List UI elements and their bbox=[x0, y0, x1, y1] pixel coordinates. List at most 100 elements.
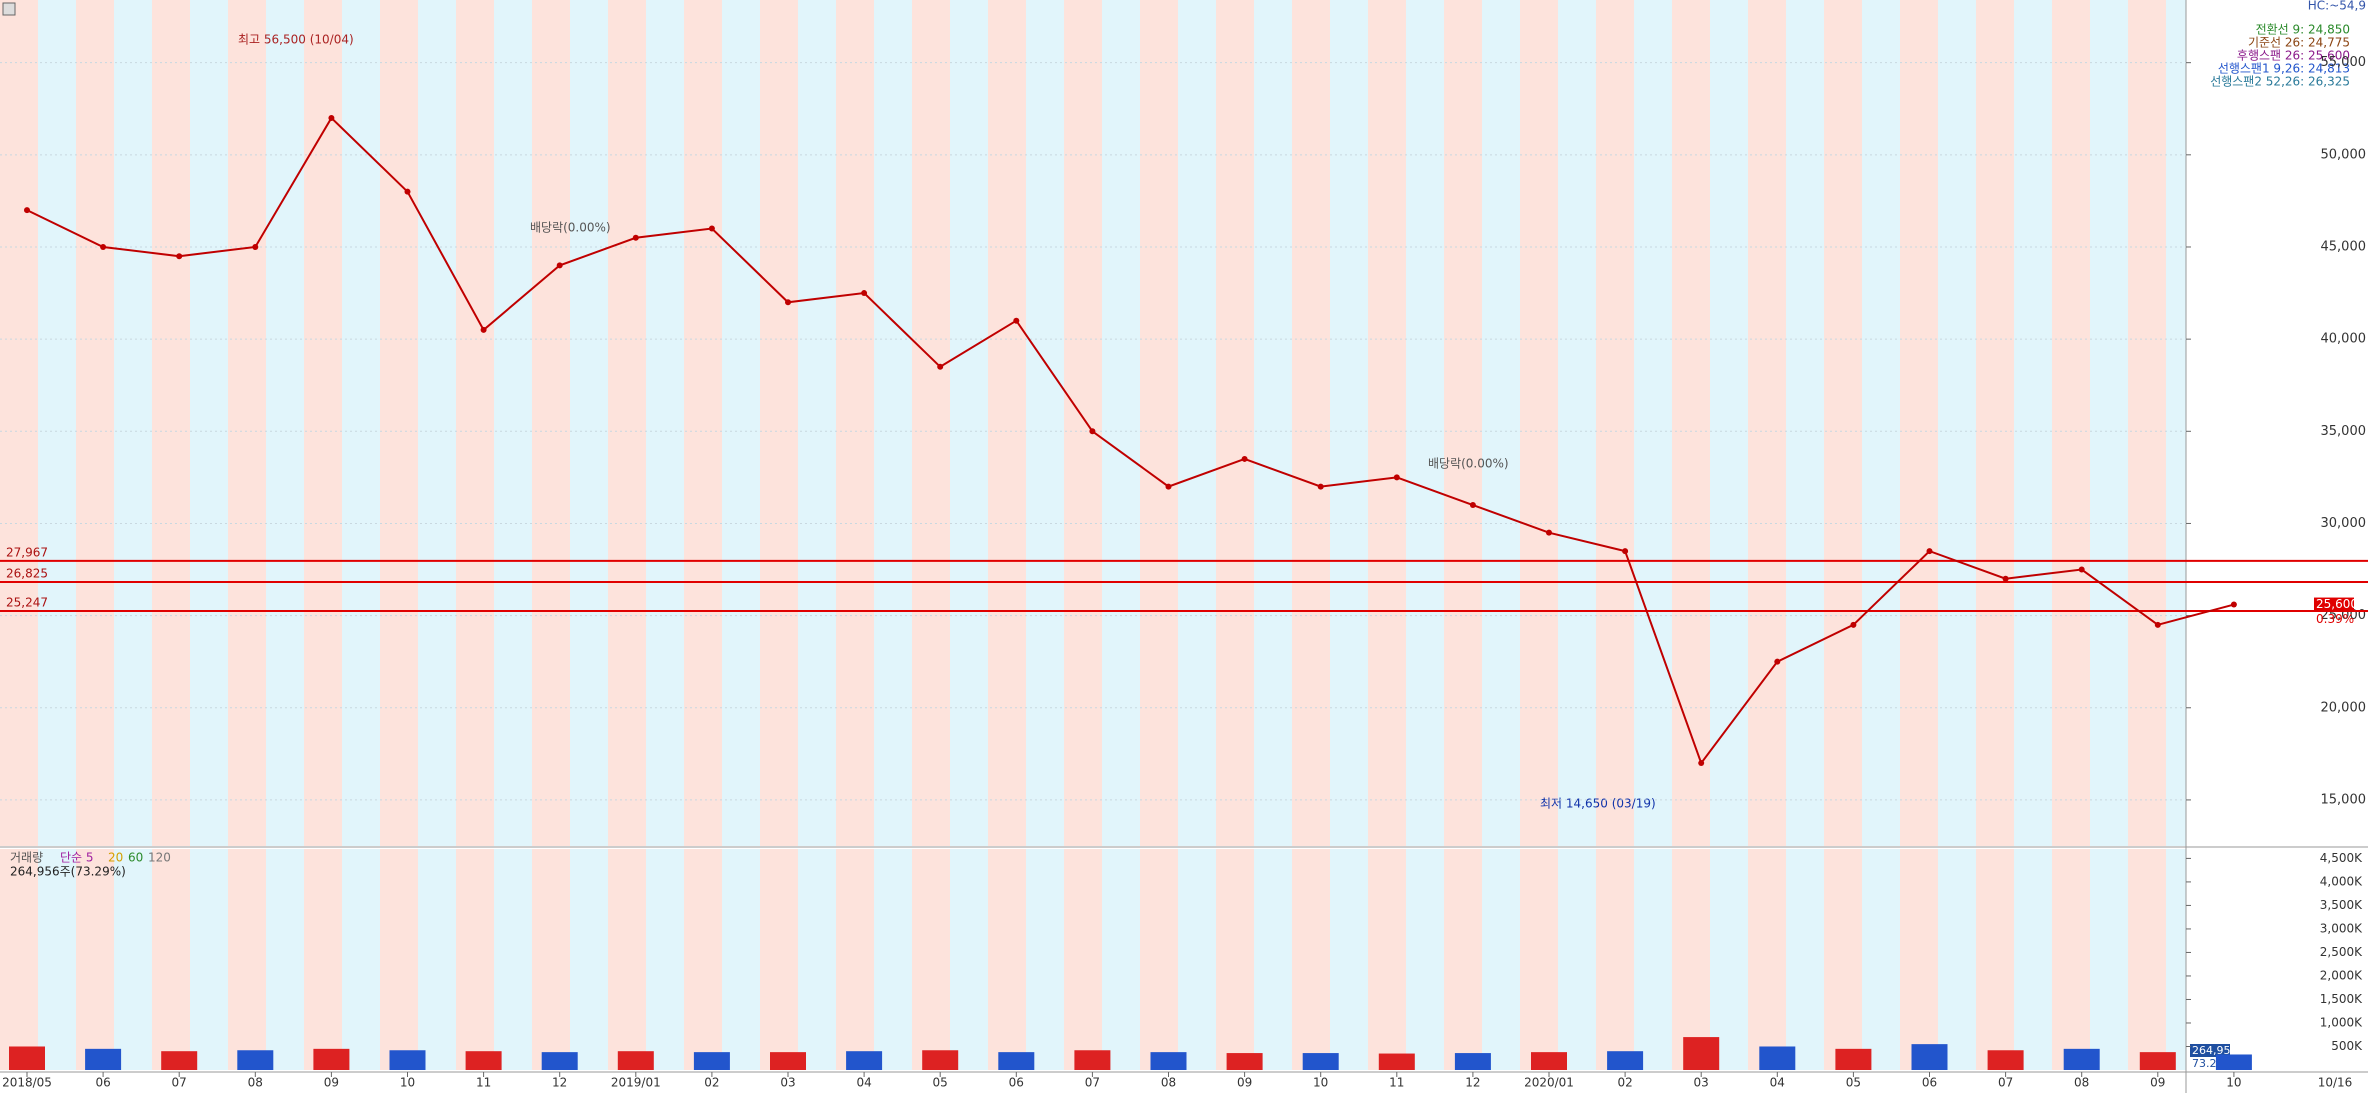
volume-bar bbox=[2139, 1052, 2176, 1070]
x-tick-label: 04 bbox=[1770, 1076, 1785, 1090]
dividend-annotation: 배당락(0.00%) bbox=[530, 221, 611, 235]
volume-tick-label: 3,500K bbox=[2320, 898, 2363, 912]
x-tick-label: 09 bbox=[1237, 1076, 1252, 1090]
x-tick-label: 02 bbox=[1617, 1076, 1632, 1090]
volume-bar bbox=[465, 1051, 502, 1070]
x-tick-label: 10 bbox=[2226, 1076, 2241, 1090]
x-tick-label: 08 bbox=[248, 1076, 263, 1090]
volume-legend: 거래량 bbox=[10, 851, 43, 865]
last-date: 10/16 bbox=[2318, 1076, 2353, 1090]
y-tick-label: 15,000 bbox=[2321, 792, 2367, 807]
volume-bar bbox=[1378, 1053, 1415, 1070]
volume-bar bbox=[770, 1052, 806, 1070]
price-point bbox=[1774, 658, 1781, 665]
price-line bbox=[26, 116, 2235, 766]
volume-legend: 20 bbox=[108, 851, 123, 865]
price-point bbox=[1926, 548, 1933, 555]
price-point bbox=[708, 225, 715, 232]
indicator: 선행스팬1 9,26: 24,813 bbox=[2218, 61, 2350, 76]
volume-bar bbox=[1074, 1050, 1111, 1070]
volume-bar bbox=[1683, 1037, 1720, 1070]
volume-bar bbox=[1454, 1053, 1491, 1070]
x-tick-label: 04 bbox=[856, 1076, 871, 1090]
y-tick-label: 35,000 bbox=[2321, 424, 2367, 439]
volume-tick-label: 4,000K bbox=[2320, 874, 2363, 888]
menu-icon[interactable] bbox=[2, 2, 16, 16]
x-tick-label: 12 bbox=[552, 1076, 567, 1090]
price-point bbox=[404, 188, 411, 195]
price-point bbox=[1622, 548, 1629, 555]
volume-bar bbox=[2063, 1048, 2100, 1070]
price-point bbox=[785, 299, 791, 306]
price-point bbox=[632, 234, 639, 241]
volume-info: 264,956주(73.29%) bbox=[10, 865, 126, 879]
volume-bar bbox=[617, 1051, 654, 1070]
indicator: 후행스팬 26: 25,600 bbox=[2237, 48, 2350, 63]
price-point bbox=[1469, 502, 1476, 509]
price-point bbox=[937, 363, 944, 370]
background bbox=[0, 849, 2186, 1070]
x-tick-label: 10 bbox=[1313, 1076, 1328, 1090]
price-point bbox=[1241, 455, 1248, 462]
x-tick-label: 08 bbox=[2074, 1076, 2089, 1090]
volume-bar bbox=[1835, 1048, 1872, 1070]
price-point bbox=[2230, 601, 2237, 608]
x-tick-label: 07 bbox=[1085, 1076, 1100, 1090]
dividend-annotation: 배당락(0.00%) bbox=[1428, 457, 1509, 471]
x-tick-label: 09 bbox=[324, 1076, 339, 1090]
price-change: 0.39% bbox=[2316, 612, 2354, 626]
level-label: 26,825 bbox=[6, 566, 48, 580]
volume-tick-label: 4,500K bbox=[2320, 851, 2363, 865]
price-point bbox=[1546, 529, 1552, 536]
x-tick-label: 03 bbox=[1694, 1076, 1709, 1090]
x-tick-label: 03 bbox=[780, 1076, 795, 1090]
price-point bbox=[556, 262, 563, 269]
volume-tick-label: 2,500K bbox=[2320, 945, 2363, 959]
price-point bbox=[176, 253, 183, 260]
volume-bar bbox=[1911, 1044, 1948, 1070]
x-tick-label: 08 bbox=[1161, 1076, 1176, 1090]
volume-tick-label: 500K bbox=[2331, 1039, 2363, 1053]
price-point bbox=[1393, 474, 1400, 481]
x-tick-label: 07 bbox=[172, 1076, 187, 1090]
current-price: 25,600 bbox=[2316, 597, 2358, 611]
price-point bbox=[861, 290, 868, 297]
price-point bbox=[2078, 566, 2085, 573]
price-point bbox=[2002, 575, 2009, 582]
x-tick-label: 06 bbox=[1922, 1076, 1937, 1090]
price-point bbox=[1089, 428, 1096, 435]
volume-bar bbox=[693, 1052, 730, 1070]
x-tick-label: 06 bbox=[1009, 1076, 1024, 1090]
volume-bar bbox=[1607, 1051, 1644, 1070]
volume-legend: 단순 5 bbox=[60, 851, 94, 865]
volume-tick-label: 2,000K bbox=[2320, 968, 2363, 982]
volume-bar bbox=[389, 1050, 426, 1070]
volume-bar bbox=[998, 1052, 1035, 1070]
volume-legend: 120 bbox=[148, 851, 171, 865]
price-point bbox=[24, 207, 30, 214]
price-point bbox=[100, 243, 107, 250]
volume-last: 264,956 bbox=[2192, 1044, 2238, 1057]
y-tick-label: 30,000 bbox=[2321, 516, 2367, 531]
price-point bbox=[1165, 483, 1172, 490]
y-tick-label: 40,000 bbox=[2321, 332, 2367, 347]
price-point bbox=[1850, 621, 1857, 628]
volume-bar bbox=[85, 1048, 122, 1070]
level-label: 27,967 bbox=[6, 545, 48, 559]
volume-tick-label: 1,000K bbox=[2320, 1015, 2363, 1029]
high-annotation: 최고 56,500 (10/04) bbox=[238, 33, 354, 47]
volume-bar bbox=[161, 1051, 198, 1070]
indicator: 기준선 26: 24,775 bbox=[2248, 36, 2350, 50]
current-price-box bbox=[2314, 597, 2354, 612]
indicator: 전환선 9: 24,850 bbox=[2256, 23, 2350, 37]
y-tick-label: 55,000 bbox=[2321, 55, 2367, 70]
x-tick-label: 10 bbox=[400, 1076, 415, 1090]
x-tick-label: 05 bbox=[933, 1076, 948, 1090]
x-tick-label: 11 bbox=[1389, 1076, 1404, 1090]
volume-bar bbox=[922, 1050, 959, 1070]
x-tick-label: 02 bbox=[704, 1076, 719, 1090]
volume-bar bbox=[9, 1046, 45, 1070]
x-tick-label: 12 bbox=[1465, 1076, 1480, 1090]
volume-tick-label: 3,000K bbox=[2320, 921, 2363, 935]
price-point bbox=[328, 114, 335, 121]
